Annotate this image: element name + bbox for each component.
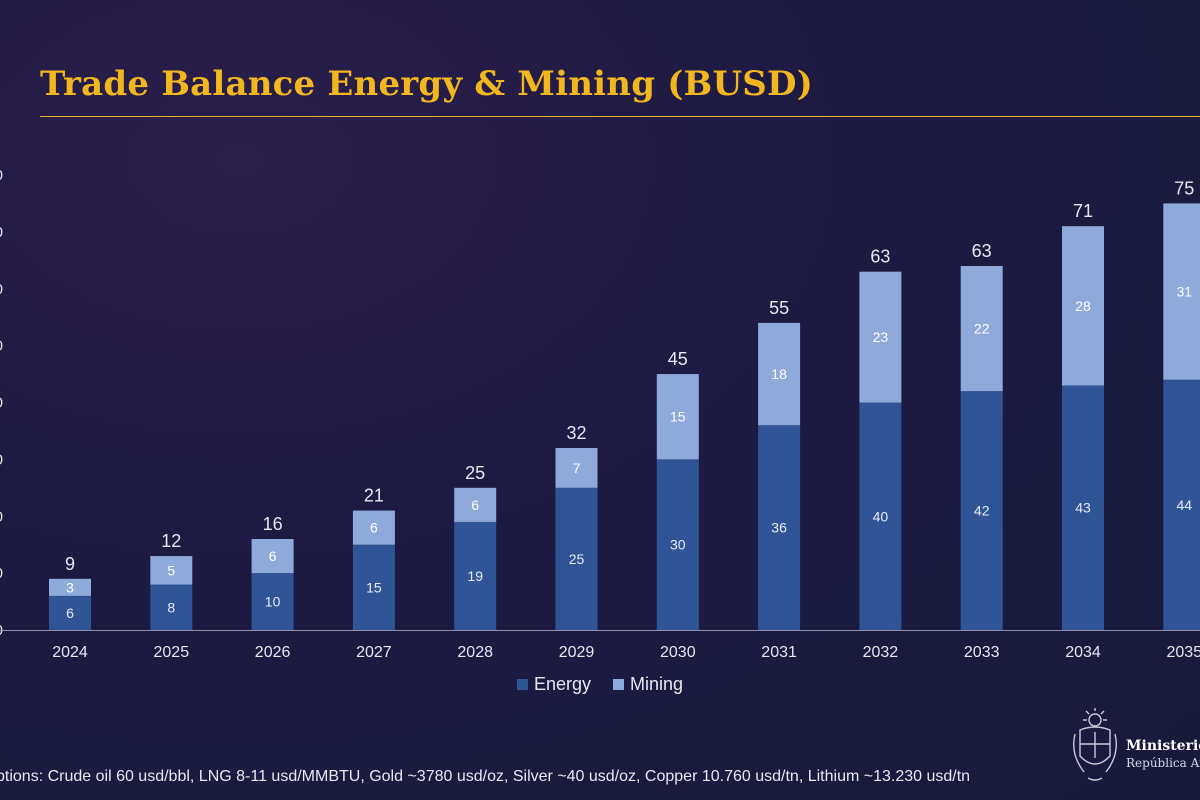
total-label: 75: [1174, 178, 1194, 198]
data-label-energy: 44: [1177, 497, 1193, 513]
y-tick-label: 60: [0, 281, 3, 298]
x-tick-label: 2027: [356, 644, 392, 661]
data-label-mining: 6: [269, 548, 277, 564]
total-label: 21: [364, 486, 384, 506]
total-label: 16: [263, 514, 283, 534]
assumptions-footnote: ptions: Crude oil 60 usd/bbl, LNG 8-11 u…: [0, 768, 971, 785]
bar-mining: [49, 578, 91, 596]
data-label-energy: 6: [66, 605, 74, 621]
y-tick-label: 30: [0, 451, 3, 468]
x-tick-label: 2026: [255, 644, 291, 661]
bar-mining: [251, 539, 294, 574]
data-label-energy: 15: [366, 579, 382, 595]
data-label-mining: 6: [370, 520, 378, 536]
bar-mining: [555, 448, 598, 488]
total-label: 55: [769, 298, 789, 318]
bar-energy: [960, 391, 1003, 630]
data-label-mining: 18: [771, 366, 787, 382]
bar-energy: [555, 487, 598, 630]
data-label-energy: 40: [873, 508, 889, 524]
ministry-name: Ministerio d: [1126, 738, 1200, 754]
total-label: 63: [972, 241, 992, 261]
bar-mining: [352, 510, 395, 545]
bar-energy: [758, 425, 801, 630]
total-label: 63: [870, 247, 890, 267]
data-label-energy: 36: [771, 520, 787, 536]
coat-of-arms-icon: [1072, 708, 1118, 781]
y-tick-label: 10: [0, 565, 3, 582]
legend-label-energy: Energy: [533, 674, 591, 694]
data-label-mining: 6: [471, 497, 479, 513]
x-tick-label: 2024: [52, 644, 88, 661]
total-label: 32: [566, 423, 586, 443]
x-tick-label: 2030: [660, 644, 696, 661]
data-label-energy: 8: [167, 599, 175, 615]
bar-energy: [251, 573, 294, 630]
legend-swatch-energy: [516, 679, 528, 690]
bar-energy: [49, 595, 91, 630]
bar-energy: [352, 544, 395, 630]
data-label-energy: 42: [974, 503, 990, 519]
bar-mining: [1062, 226, 1104, 386]
y-tick-label: 80: [0, 167, 3, 184]
data-label-energy: 43: [1075, 500, 1091, 516]
x-tick-label: 2032: [863, 644, 899, 661]
x-tick-label: 2034: [1065, 644, 1101, 661]
data-label-energy: 30: [670, 537, 686, 553]
x-tick-label: 2025: [154, 644, 190, 661]
legend-swatch-mining: [613, 679, 624, 690]
data-label-energy: 25: [569, 551, 585, 567]
bar-mining: [1163, 203, 1200, 380]
bar-energy: [1062, 385, 1104, 630]
ministry-branding: Ministerio d República Arge: [1126, 738, 1200, 770]
data-label-mining: 31: [1177, 284, 1193, 300]
legend-item-energy: Energy: [516, 674, 591, 695]
legend-label-mining: Mining: [630, 674, 684, 694]
data-label-mining: 23: [873, 329, 889, 345]
data-label-mining: 28: [1075, 298, 1091, 314]
total-label: 25: [465, 463, 485, 483]
bar-energy: [454, 521, 497, 630]
bar-mining: [859, 271, 902, 403]
bar-mining: [656, 374, 699, 460]
bar-mining: [758, 322, 801, 426]
data-label-mining: 22: [974, 321, 990, 337]
x-tick-label: 2029: [559, 644, 595, 661]
ministry-subtitle: República Arge: [1126, 756, 1200, 770]
bar-energy: [859, 402, 902, 630]
total-label: 45: [668, 349, 688, 369]
chart-title: Trade Balance Energy & Mining (BUSD): [40, 64, 814, 104]
bar-mining: [454, 487, 497, 522]
data-label-mining: 5: [167, 562, 175, 578]
bar-energy: [1163, 379, 1200, 630]
data-label-mining: 3: [66, 579, 74, 595]
legend: Energy Mining: [0, 674, 1200, 695]
bar-energy: [656, 459, 699, 630]
y-tick-label: 70: [0, 224, 3, 241]
y-tick-label: 50: [0, 338, 3, 355]
y-tick-label: 40: [0, 395, 3, 412]
legend-item-mining: Mining: [613, 674, 683, 695]
data-label-energy: 10: [265, 594, 281, 610]
total-label: 12: [161, 531, 181, 551]
title-divider: [40, 116, 1200, 117]
total-label: 9: [65, 554, 75, 574]
data-label-mining: 15: [670, 409, 686, 425]
data-label-energy: 19: [467, 568, 483, 584]
x-tick-label: 2033: [964, 644, 1000, 661]
data-label-mining: 7: [573, 460, 581, 476]
total-label: 71: [1073, 201, 1093, 221]
x-tick-label: 2028: [457, 644, 493, 661]
bar-energy: [150, 584, 193, 630]
bar-mining: [960, 266, 1003, 392]
y-tick-label: 20: [0, 508, 3, 525]
bar-mining: [150, 556, 193, 585]
stacked-bar-chart: 0102030405060708063920248512202510616202…: [0, 167, 1200, 661]
x-tick-label: 2031: [761, 644, 797, 661]
x-tick-label: 2035: [1167, 644, 1200, 661]
